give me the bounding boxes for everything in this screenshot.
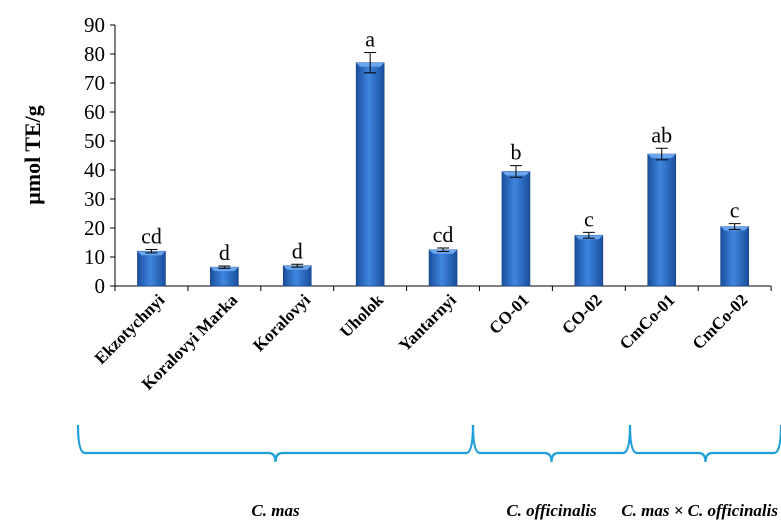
category-label: Koralovyi [249,290,314,355]
axes: 0 10 20 30 40 50 60 70 80 90 [84,13,772,298]
error-bar [364,52,377,74]
error-bar [291,263,304,268]
significance-label: c [730,198,740,223]
significance-label: d [292,238,303,263]
category-label: CO-02 [558,290,605,337]
group-label: C. officinalis [506,501,597,520]
category-label: Ekzotychnyi [91,290,169,368]
group-label: C. mas [251,501,300,520]
significance-label: d [219,240,230,265]
category-label: Yantarnyi [395,290,460,355]
y-tick-label: 80 [84,42,105,66]
significance-label: c [584,206,594,231]
bar [355,62,385,287]
category-label: CmCo-02 [689,290,752,353]
error-bar [582,231,595,239]
significance-label: b [510,140,521,165]
group-bracket: C. mas × C. officinalis [621,424,781,520]
bar [574,234,604,287]
group-brackets: C. mas C. officinalis C. mas × C. officina… [76,424,781,520]
y-axis-label: μmol TE/g [20,105,45,204]
bars [137,62,749,287]
bar [137,250,166,287]
significance-label: cd [433,222,454,247]
error-bar [728,223,741,230]
y-tick-label: 40 [84,158,105,182]
bar [720,226,749,287]
y-tick-label: 0 [95,274,106,298]
category-label: CmCo-01 [616,290,679,353]
group-label: C. mas × C. officinalis [621,501,778,520]
y-tick-label: 10 [84,245,105,269]
y-tick-label: 20 [84,216,105,240]
bar [647,153,677,287]
y-tick-label: 90 [84,13,105,37]
significance-labels: cd d d a cd b c ab c [141,27,740,265]
bar [282,265,312,287]
error-bar [655,147,668,161]
y-tick-label: 30 [84,187,105,211]
y-tick-label: 60 [84,100,105,124]
significance-label: cd [141,223,162,248]
y-tick-label: 50 [84,129,105,153]
error-bar [145,248,158,254]
error-bar [218,265,231,269]
significance-label: ab [651,122,672,147]
error-bar [509,165,522,178]
bar [428,249,458,287]
error-bars [145,52,741,269]
category-label: CO-01 [485,290,532,337]
group-bracket: C. mas [76,424,475,520]
bar [210,266,239,287]
bar [501,171,531,287]
group-bracket: C. officinalis [471,424,632,520]
y-tick-label: 70 [84,71,105,95]
significance-label: a [365,27,375,52]
error-bar [437,247,450,252]
category-label: Uholok [336,290,387,341]
